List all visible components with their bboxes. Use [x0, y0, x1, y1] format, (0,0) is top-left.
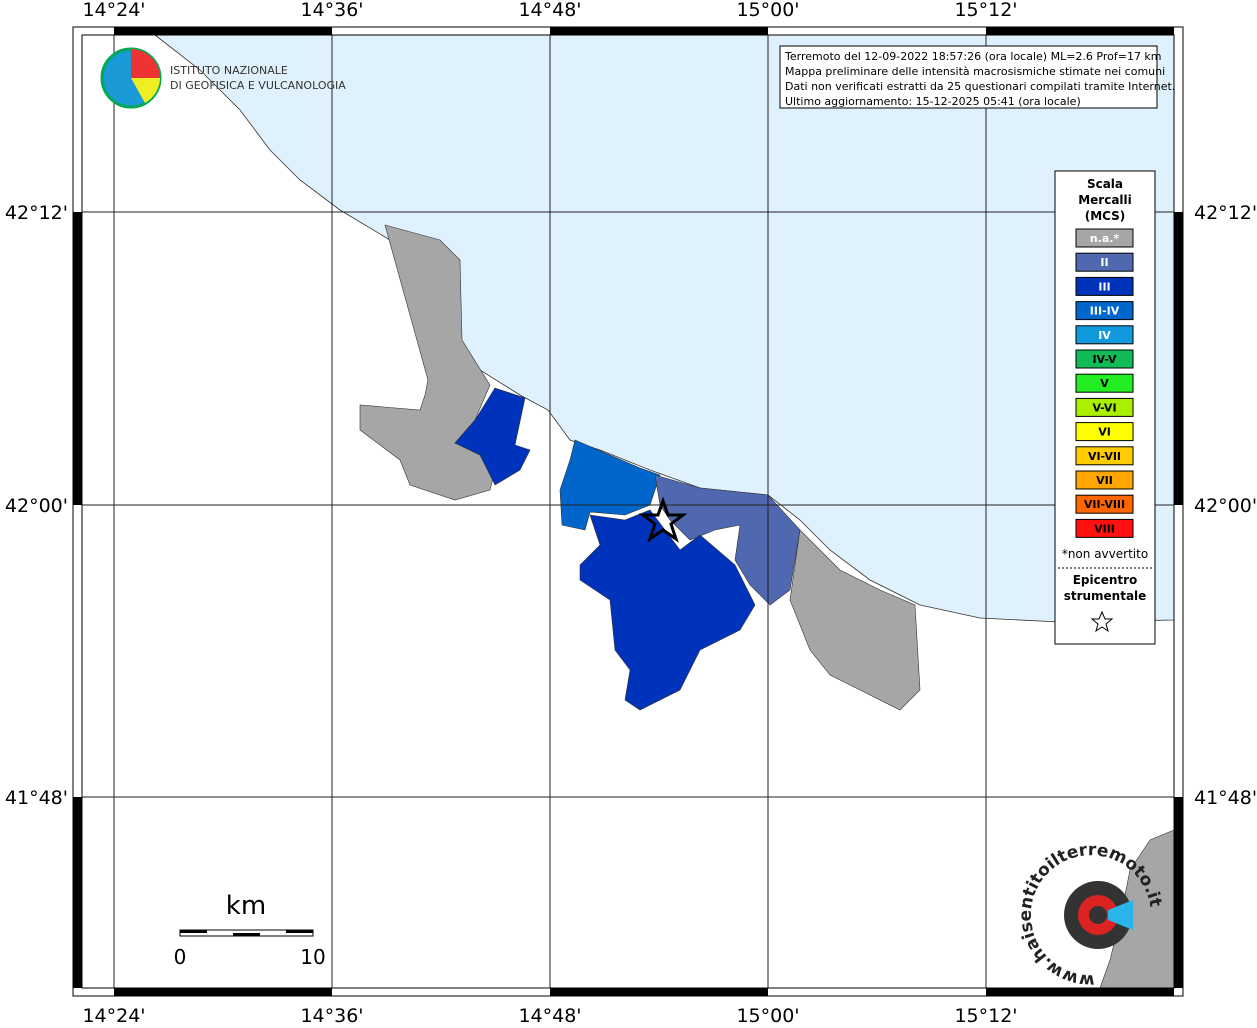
region-iii [579, 509, 756, 711]
lon-tick-label: 14°36' [300, 0, 363, 21]
grid [82, 35, 1174, 988]
frame-bar [1174, 797, 1183, 988]
logo-text: ISTITUTO NAZIONALE [170, 64, 288, 77]
legend-swatch [1075, 373, 1134, 393]
info-frame [779, 45, 1158, 109]
scale-segment [180, 930, 207, 933]
legend-swatch [1075, 422, 1134, 442]
scale-label: 0 [174, 945, 187, 969]
legend-label: V [1100, 377, 1109, 390]
legend-swatch [1075, 252, 1134, 272]
ingv-logo: ISTITUTO NAZIONALE DI GEOFISICA E VULCAN… [100, 47, 346, 109]
logo-segment [131, 78, 160, 103]
lon-tick-label: 14°48' [518, 0, 581, 21]
legend-label: IV-V [1092, 353, 1117, 366]
region-iii-iv [559, 439, 661, 531]
legend-epicenter: Epicentro [1073, 573, 1138, 587]
legend-label: IV [1098, 329, 1111, 342]
lon-tick-label: 15°12' [954, 0, 1017, 21]
legend-label: II [1100, 256, 1108, 269]
region-na [789, 529, 921, 711]
legend-swatch [1075, 494, 1134, 514]
lon-tick-label: 15°00' [736, 0, 799, 21]
lon-tick-label: 15°12' [954, 1005, 1017, 1024]
legend-swatch [1075, 228, 1134, 248]
legend-swatch [1075, 470, 1134, 490]
region-iii [454, 387, 531, 486]
scale-bar: km 0 10 [174, 891, 326, 969]
info-line: Dati non verificati estratti da 25 quest… [785, 80, 1175, 93]
legend-swatch [1075, 325, 1134, 345]
legend-label: III [1098, 280, 1110, 293]
frame [72, 26, 1184, 997]
legend-epicenter: strumentale [1064, 589, 1147, 603]
legend-swatch [1075, 301, 1134, 321]
frame-bar [550, 988, 768, 996]
lon-tick-label: 14°36' [300, 1005, 363, 1024]
legend-label: n.a.* [1090, 232, 1120, 245]
legend-swatch [1075, 349, 1134, 369]
legend-label: VI [1098, 426, 1111, 439]
scale-segment [286, 930, 313, 933]
lat-tick-label: 42°12' [1194, 202, 1257, 224]
legend-note: *non avvertito [1062, 547, 1148, 561]
lon-tick-label: 15°00' [736, 1005, 799, 1024]
scale-label: 10 [300, 945, 325, 969]
region-na [359, 224, 496, 501]
scale-unit: km [226, 891, 266, 921]
legend-title: (MCS) [1085, 209, 1126, 223]
legend-label: III-IV [1090, 305, 1120, 318]
epicenter-star [638, 496, 688, 543]
legend-swatch [1075, 518, 1134, 538]
logo-segment [131, 49, 160, 78]
legend-label: VII-VIII [1084, 498, 1125, 511]
legend-label: VII [1096, 474, 1113, 487]
legend-label: VI-VII [1088, 450, 1121, 463]
site-logo-horn [1108, 900, 1133, 930]
lat-tick-label: 42°12' [5, 202, 68, 224]
legend-title: Scala [1087, 177, 1123, 191]
frame-bar [114, 27, 332, 35]
frame-bar [986, 27, 1174, 35]
frame-bar [1174, 212, 1183, 505]
info-line: Ultimo aggiornamento: 15-12-2025 05:41 (… [785, 95, 1081, 108]
legend-swatch [1075, 397, 1134, 417]
frame-bar [73, 797, 82, 988]
frame-bar [550, 27, 768, 35]
info-box: Terremoto del 12-09-2022 18:57:26 (ora l… [779, 45, 1175, 109]
legend: ScalaMercalli(MCS)n.a.*IIIIIIII-IVIVIV-V… [1054, 170, 1156, 645]
lat-tick-label: 42°00' [5, 495, 68, 517]
frame-bar [114, 988, 332, 996]
lon-tick-label: 14°24' [82, 0, 145, 21]
info-line: Terremoto del 12-09-2022 18:57:26 (ora l… [784, 50, 1162, 63]
scale-segment [233, 933, 260, 936]
legend-title: Mercalli [1078, 193, 1132, 207]
legend-star [1090, 610, 1114, 633]
frame-bar [986, 988, 1174, 996]
logo-text: DI GEOFISICA E VULCANOLOGIA [170, 79, 346, 92]
lon-tick-label: 14°48' [518, 1005, 581, 1024]
legend-swatch [1075, 446, 1134, 466]
legend-swatch [1075, 276, 1134, 296]
legend-label: V-VI [1092, 401, 1116, 414]
lon-tick-label: 14°24' [82, 1005, 145, 1024]
info-line: Mappa preliminare delle intensità macros… [785, 65, 1165, 78]
frame-bar [73, 212, 82, 505]
legend-label: VIII [1094, 522, 1115, 535]
lat-tick-label: 41°48' [1194, 787, 1257, 809]
site-logo-ring [1089, 906, 1107, 924]
lat-tick-label: 41°48' [5, 787, 68, 809]
lat-tick-label: 42°00' [1194, 495, 1257, 517]
